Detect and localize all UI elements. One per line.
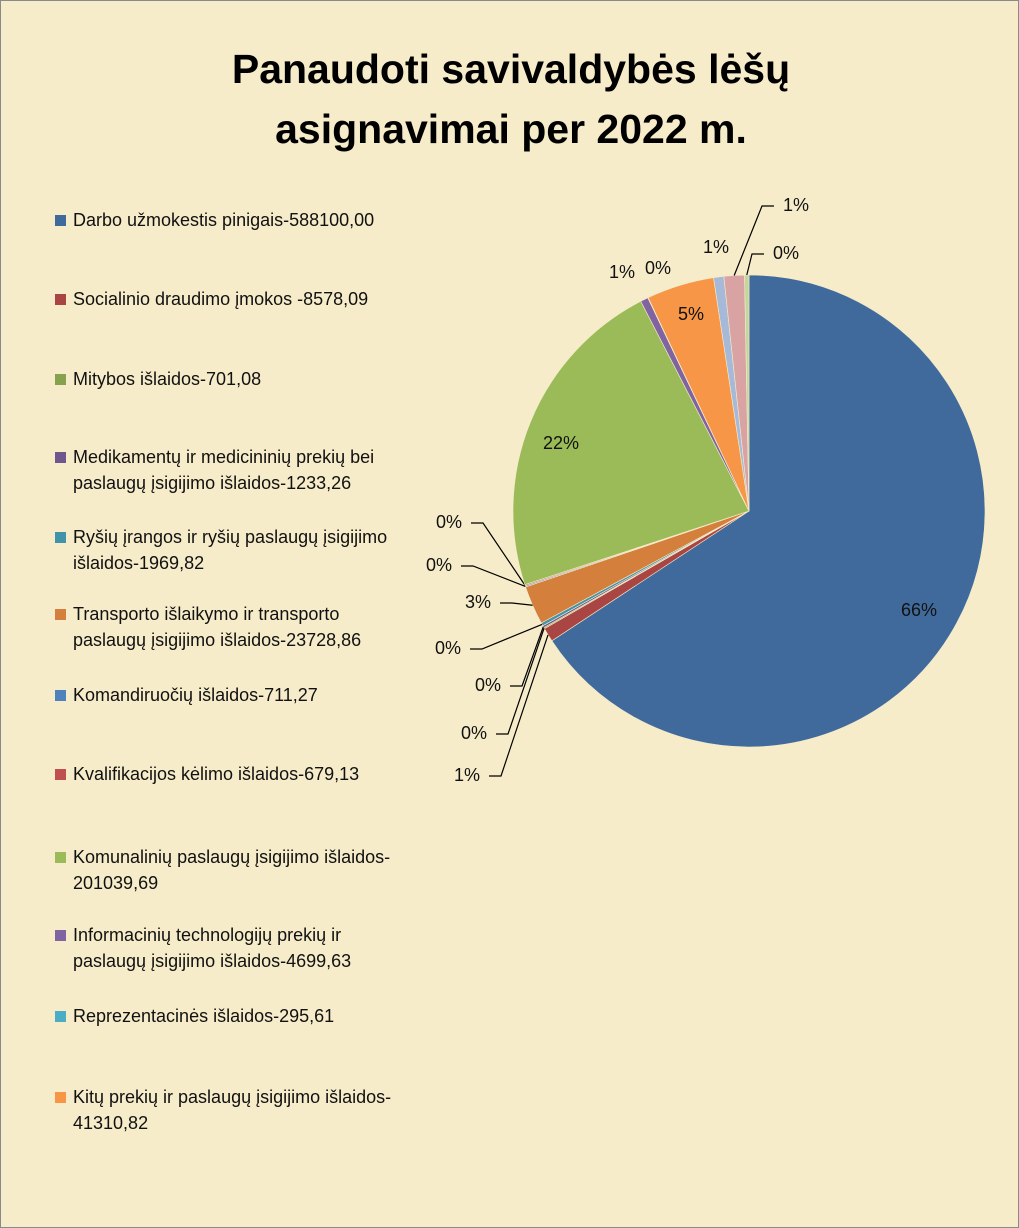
leader-line <box>489 634 549 777</box>
legend-entry: Kitų prekių ir paslaugų įsigijimo išlaid… <box>55 1084 395 1136</box>
legend-swatch <box>55 690 66 701</box>
legend-label: Informacinių technologijų prekių ir pasl… <box>73 925 352 971</box>
legend-label: Ryšių įrangos ir ryšių paslaugų įsigijim… <box>73 527 388 573</box>
data-label: 0% <box>435 638 461 658</box>
data-label: 0% <box>773 243 799 263</box>
pie-slice <box>551 274 986 748</box>
legend-label: Komunalinių paslaugų įsigijimo išlaidos-… <box>73 847 391 893</box>
leader-line <box>510 626 544 687</box>
legend-label: Mitybos išlaidos-701,08 <box>73 369 262 389</box>
legend-label: Reprezentacinės išlaidos-295,61 <box>73 1006 335 1026</box>
legend-swatch <box>55 609 66 620</box>
data-label: 5% <box>678 304 704 324</box>
legend-entry: Reprezentacinės išlaidos-295,61 <box>55 1003 395 1029</box>
data-label: 1% <box>703 237 729 257</box>
legend-swatch <box>55 294 66 305</box>
data-label: 1% <box>454 765 480 785</box>
legend-label: Kitų prekių ir paslaugų įsigijimo išlaid… <box>73 1087 392 1133</box>
data-label: 22% <box>543 433 579 453</box>
data-label: 66% <box>901 600 937 620</box>
legend-swatch <box>55 1011 66 1022</box>
data-label: 0% <box>426 555 452 575</box>
leader-line <box>471 522 526 586</box>
leader-line <box>733 205 774 276</box>
chart-title: Panaudoti savivaldybės lėšų asignavimai … <box>231 46 791 152</box>
legend-entry: Medikamentų ir medicininių prekių bei pa… <box>55 444 395 496</box>
legend-swatch <box>55 374 66 385</box>
legend-label: Kvalifikacijos kėlimo išlaidos-679,13 <box>73 764 360 784</box>
data-label: 1% <box>783 195 809 215</box>
data-label: 0% <box>645 258 671 278</box>
legend-entry: Komunalinių paslaugų įsigijimo išlaidos-… <box>55 844 395 896</box>
legend-entry: Informacinių technologijų prekių ir pasl… <box>55 922 395 974</box>
legend-swatch <box>55 852 66 863</box>
data-label: 0% <box>475 675 501 695</box>
legend-swatch <box>55 215 66 226</box>
legend-entry: Darbo užmokestis pinigais-588100,00 <box>55 207 395 233</box>
leader-line <box>500 602 533 606</box>
legend-entry: Transporto išlaikymo ir transporto pasla… <box>55 601 395 653</box>
data-label: 1% <box>609 262 635 282</box>
data-label: 3% <box>465 592 491 612</box>
pie-slice <box>512 300 750 586</box>
legend-label: Socialinio draudimo įmokos -8578,09 <box>73 289 369 309</box>
leader-line <box>746 253 764 276</box>
legend-entry: Socialinio draudimo įmokos -8578,09 <box>55 286 395 312</box>
legend-swatch <box>55 452 66 463</box>
leader-line <box>496 627 545 735</box>
legend-label: Medikamentų ir medicininių prekių bei pa… <box>73 447 375 493</box>
data-label: 0% <box>461 723 487 743</box>
legend-label: Darbo užmokestis pinigais-588100,00 <box>73 210 375 230</box>
legend-swatch <box>55 769 66 780</box>
legend-label: Transporto išlaikymo ir transporto pasla… <box>73 604 362 650</box>
legend-swatch <box>55 1092 66 1103</box>
legend-entry: Ryšių įrangos ir ryšių paslaugų įsigijim… <box>55 524 395 576</box>
leader-line <box>470 623 543 650</box>
legend-entry: Komandiruočių išlaidos-711,27 <box>55 682 395 708</box>
legend-label: Komandiruočių išlaidos-711,27 <box>73 685 318 705</box>
leader-line <box>461 565 526 587</box>
legend-entry: Mitybos išlaidos-701,08 <box>55 366 395 392</box>
legend-entry: Kvalifikacijos kėlimo išlaidos-679,13 <box>55 761 395 787</box>
legend-swatch <box>55 930 66 941</box>
data-label: 0% <box>436 512 462 532</box>
legend-swatch <box>55 532 66 543</box>
